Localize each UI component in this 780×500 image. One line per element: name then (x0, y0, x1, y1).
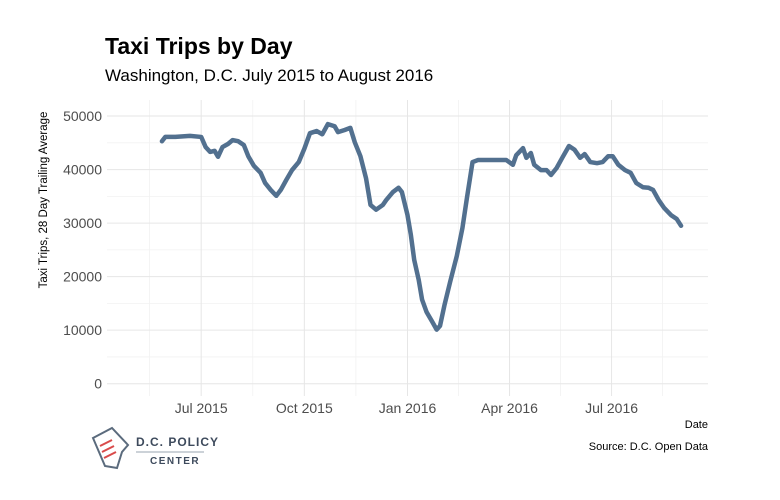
chart-subtitle: Washington, D.C. July 2015 to August 201… (105, 66, 433, 85)
logo-stripe (103, 451, 117, 459)
logo-icon (91, 426, 130, 470)
x-tick-label: Jul 2015 (175, 400, 228, 416)
logo-text: CENTER (150, 456, 200, 467)
y-tick-label: 40000 (63, 162, 102, 178)
logo-stripe (101, 445, 115, 453)
logo-stripe (99, 439, 113, 447)
x-tick-label: Jan 2016 (379, 400, 437, 416)
y-axis-label: Taxi Trips, 28 Day Trailing Average (38, 112, 50, 289)
logo: D.C. POLICY CENTER (91, 426, 219, 470)
y-tick-label: 30000 (63, 215, 102, 231)
x-tick-label: Oct 2015 (276, 400, 333, 416)
y-tick-label: 20000 (63, 269, 102, 285)
x-axis-label: Date (685, 419, 708, 431)
y-tick-label: 0 (94, 376, 102, 392)
chart-title: Taxi Trips by Day (105, 33, 293, 59)
y-tick-label: 10000 (63, 322, 102, 338)
x-tick-label: Jul 2016 (585, 400, 638, 416)
source-note: Source: D.C. Open Data (589, 441, 709, 453)
plot-area (107, 100, 708, 396)
y-tick-label: 50000 (63, 108, 102, 124)
data-line (159, 121, 684, 332)
logo-text: D.C. POLICY (136, 435, 219, 449)
x-tick-label: Apr 2016 (481, 400, 538, 416)
